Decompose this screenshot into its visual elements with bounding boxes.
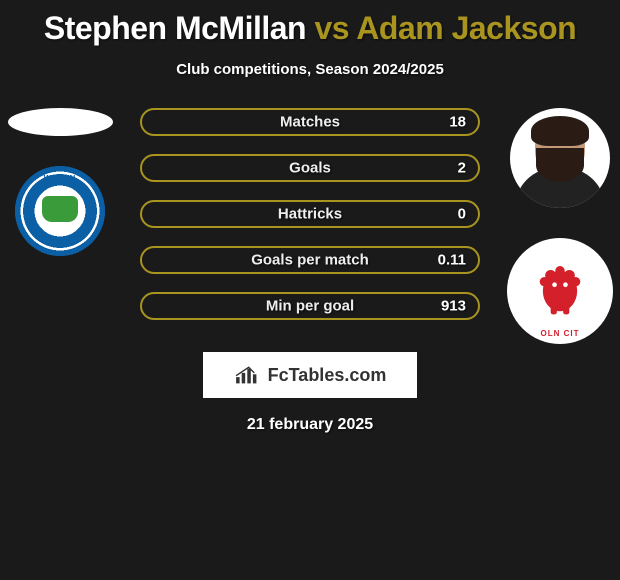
stat-label: Goals per match — [251, 252, 369, 269]
site-badge: FcTables.com — [203, 352, 417, 398]
player1-avatar — [8, 108, 113, 136]
stat-right-value: 18 — [449, 114, 466, 131]
subtitle: Club competitions, Season 2024/2025 — [0, 61, 620, 78]
stat-row-goals-per-match: Goals per match 0.11 — [140, 246, 480, 274]
club-badge-text: OLN CIT — [507, 329, 613, 338]
page-title: Stephen McMillan vs Adam Jackson — [0, 0, 620, 47]
stat-label: Min per goal — [266, 298, 354, 315]
player2-club-badge: OLN CIT — [507, 238, 613, 344]
player2-avatar — [510, 108, 610, 208]
stat-row-hattricks: Hattricks 0 — [140, 200, 480, 228]
player2-name: Adam Jackson — [356, 10, 576, 46]
comparison-arena: OLN CIT Matches 18 Goals 2 Hattricks 0 G… — [0, 108, 620, 320]
stat-row-goals: Goals 2 — [140, 154, 480, 182]
stat-right-value: 913 — [441, 298, 466, 315]
right-column: OLN CIT — [500, 108, 620, 344]
left-column — [0, 108, 120, 256]
stats-list: Matches 18 Goals 2 Hattricks 0 Goals per… — [140, 108, 480, 320]
player1-name: Stephen McMillan — [44, 10, 306, 46]
stat-right-value: 0 — [458, 206, 466, 223]
stat-label: Goals — [289, 160, 331, 177]
vs-text: vs — [314, 10, 349, 46]
site-name: FcTables.com — [268, 365, 387, 386]
stat-right-value: 0.11 — [438, 252, 466, 269]
stat-row-matches: Matches 18 — [140, 108, 480, 136]
bar-chart-icon — [234, 364, 262, 386]
stat-row-min-per-goal: Min per goal 913 — [140, 292, 480, 320]
stat-label: Matches — [280, 114, 340, 131]
stat-right-value: 2 — [458, 160, 466, 177]
player1-club-badge — [15, 166, 105, 256]
stat-label: Hattricks — [278, 206, 342, 223]
date-text: 21 february 2025 — [0, 416, 620, 434]
